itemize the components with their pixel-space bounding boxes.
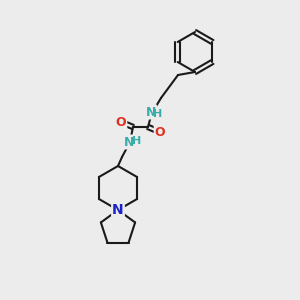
Text: N: N — [124, 136, 134, 148]
Text: N: N — [146, 106, 156, 118]
Text: N: N — [112, 203, 124, 217]
Text: O: O — [116, 116, 126, 128]
Text: O: O — [155, 125, 165, 139]
Text: H: H — [153, 109, 163, 119]
Text: H: H — [132, 136, 142, 146]
